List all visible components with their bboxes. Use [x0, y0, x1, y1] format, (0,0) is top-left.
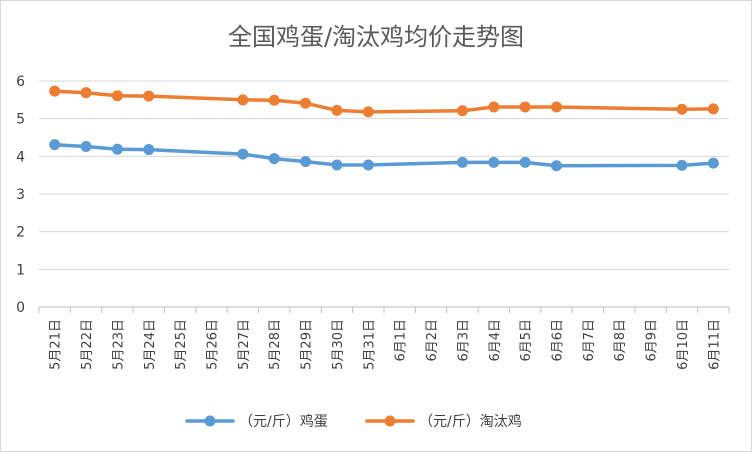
legend-item-1: （元/斤）鸡蛋 — [185, 413, 328, 430]
y-tick-label: 4 — [16, 149, 25, 165]
data-point — [488, 156, 500, 168]
legend-label: （元/斤）鸡蛋 — [239, 413, 328, 430]
data-point — [49, 139, 61, 151]
y-tick-label: 3 — [16, 187, 25, 203]
x-tick-label: 6月9日 — [645, 319, 660, 362]
data-point — [362, 106, 374, 118]
x-tick-label: 6月2日 — [425, 319, 440, 362]
x-tick-label: 5月30日 — [331, 319, 346, 370]
data-point — [488, 101, 500, 113]
x-tick-label: 5月24日 — [143, 319, 158, 370]
y-tick-label: 0 — [16, 300, 25, 316]
data-point — [456, 156, 468, 168]
legend: （元/斤）鸡蛋 （元/斤）淘汰鸡 — [185, 413, 522, 430]
chart-title: 全国鸡蛋/淘汰鸡均价走势图 — [228, 23, 524, 51]
x-tick-label: 5月29日 — [300, 319, 315, 370]
data-point — [268, 153, 280, 165]
x-tick-label: 6月4日 — [488, 319, 503, 362]
x-tick-label: 5月22日 — [80, 319, 95, 370]
data-point — [268, 94, 280, 106]
data-point — [300, 97, 312, 109]
x-axis-ticks: 5月21日 5月22日 5月23日 5月24日 5月25日 5月26日 5月27日 5月28日… — [49, 319, 723, 370]
x-tick-label: 6月5日 — [519, 319, 534, 362]
x-tick-label: 6月1日 — [394, 319, 409, 362]
data-point — [456, 105, 468, 117]
x-tick-label: 6月10日 — [676, 319, 691, 370]
x-tick-label: 6月7日 — [582, 319, 597, 362]
x-tick-label: 5月28日 — [268, 319, 283, 370]
x-tick-label: 5月31日 — [362, 319, 377, 370]
data-point — [111, 90, 123, 102]
data-point — [676, 159, 688, 171]
data-point — [676, 103, 688, 115]
data-point — [111, 143, 123, 155]
data-point — [143, 90, 155, 102]
y-tick-label: 5 — [16, 112, 25, 128]
data-point — [331, 104, 343, 116]
data-point — [551, 101, 562, 113]
data-point — [707, 157, 719, 169]
y-tick-label: 2 — [16, 225, 25, 241]
x-tick-label: 5月21日 — [49, 319, 64, 370]
data-point — [519, 156, 531, 168]
x-tick-label: 6月3日 — [456, 319, 471, 362]
series-layer — [49, 85, 719, 172]
legend-label: （元/斤）淘汰鸡 — [419, 413, 522, 430]
data-point — [519, 101, 531, 113]
series-1 — [49, 139, 719, 172]
x-axis — [38, 306, 730, 313]
data-point — [49, 85, 61, 97]
legend-swatch-marker — [204, 415, 216, 427]
x-tick-label: 6月11日 — [707, 319, 722, 370]
y-tick-label: 1 — [16, 262, 25, 278]
data-point — [237, 94, 249, 106]
series-2 — [49, 85, 719, 118]
y-axis-ticks: 0 1 2 3 4 5 6 — [16, 74, 25, 316]
data-point — [331, 159, 343, 171]
data-point — [80, 87, 92, 99]
x-tick-label: 5月27日 — [237, 319, 252, 370]
legend-swatch-marker — [384, 415, 396, 427]
x-tick-label: 5月23日 — [111, 319, 126, 370]
y-tick-label: 6 — [16, 74, 25, 90]
data-point — [707, 103, 719, 115]
x-tick-label: 5月26日 — [206, 319, 221, 370]
gridlines — [39, 80, 729, 270]
legend-item-2: （元/斤）淘汰鸡 — [365, 413, 522, 430]
x-tick-label: 6月8日 — [613, 319, 628, 362]
data-point — [143, 144, 155, 156]
data-point — [237, 148, 249, 160]
x-tick-label: 6月6日 — [551, 319, 566, 362]
data-point — [551, 160, 562, 172]
data-point — [362, 159, 374, 171]
x-tick-label: 5月25日 — [174, 319, 189, 370]
data-point — [300, 156, 312, 168]
data-point — [80, 141, 92, 153]
